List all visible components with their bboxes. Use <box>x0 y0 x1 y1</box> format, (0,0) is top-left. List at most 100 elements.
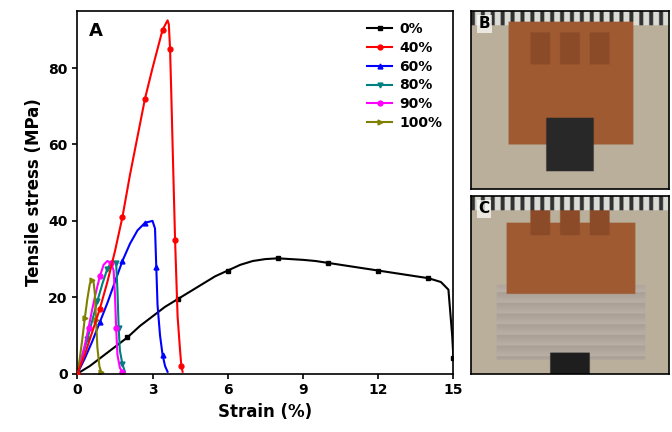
80% <box>88 318 96 323</box>
90% <box>73 371 81 376</box>
40% <box>88 329 96 334</box>
0% <box>249 258 257 264</box>
40% <box>81 352 89 357</box>
0% <box>86 363 94 368</box>
0% <box>324 260 332 266</box>
60% <box>153 302 161 308</box>
60% <box>88 339 96 344</box>
90% <box>116 365 124 371</box>
40% <box>153 46 161 51</box>
Y-axis label: Tensile stress (MPa): Tensile stress (MPa) <box>25 98 42 286</box>
40% <box>176 348 184 353</box>
60% <box>134 228 142 233</box>
40% <box>179 369 187 375</box>
80% <box>73 371 81 376</box>
0% <box>136 323 144 328</box>
40% <box>165 22 173 27</box>
0% <box>98 354 106 359</box>
40% <box>96 306 104 311</box>
80% <box>116 348 124 353</box>
80% <box>108 258 116 264</box>
40% <box>167 92 175 98</box>
100% <box>76 356 84 361</box>
90% <box>111 291 119 296</box>
90% <box>85 325 93 330</box>
90% <box>96 274 104 279</box>
40% <box>73 371 81 376</box>
90% <box>107 260 115 266</box>
60% <box>163 369 171 375</box>
0% <box>312 258 320 264</box>
60% <box>73 371 81 376</box>
0% <box>444 287 452 292</box>
0% <box>124 335 132 340</box>
40% <box>163 18 171 23</box>
Line: 40%: 40% <box>75 18 185 376</box>
60% <box>96 320 104 325</box>
60% <box>126 241 134 246</box>
40% <box>126 172 134 178</box>
0% <box>374 268 382 273</box>
100% <box>81 316 89 321</box>
60% <box>111 280 119 285</box>
0% <box>261 257 269 262</box>
100% <box>95 363 103 368</box>
0% <box>362 266 370 271</box>
60% <box>156 333 164 338</box>
0% <box>412 274 420 279</box>
100% <box>78 337 86 342</box>
90% <box>114 352 122 357</box>
0% <box>73 371 81 376</box>
80% <box>115 325 123 330</box>
0% <box>199 281 207 286</box>
90% <box>81 343 89 348</box>
80% <box>121 369 129 375</box>
40% <box>159 27 167 32</box>
Line: 0%: 0% <box>75 256 456 376</box>
X-axis label: Strain (%): Strain (%) <box>218 403 312 421</box>
60% <box>151 226 159 231</box>
0% <box>286 257 294 262</box>
0% <box>186 289 194 294</box>
60% <box>118 258 126 264</box>
Text: B: B <box>478 16 490 31</box>
0% <box>386 270 394 275</box>
0% <box>149 314 157 319</box>
60% <box>153 264 161 269</box>
Text: A: A <box>89 22 102 40</box>
40% <box>171 238 179 243</box>
0% <box>111 344 119 349</box>
60% <box>81 356 89 361</box>
60% <box>159 352 167 357</box>
40% <box>173 314 181 319</box>
40% <box>177 363 185 368</box>
80% <box>98 281 106 286</box>
0% <box>173 297 181 302</box>
0% <box>399 272 407 277</box>
60% <box>141 220 149 226</box>
Line: 60%: 60% <box>75 219 170 376</box>
0% <box>224 268 232 273</box>
100% <box>73 371 81 376</box>
40% <box>149 66 157 71</box>
80% <box>78 354 86 359</box>
80% <box>93 299 101 304</box>
90% <box>110 268 118 273</box>
90% <box>92 289 100 294</box>
80% <box>114 287 122 292</box>
40% <box>103 280 112 285</box>
100% <box>91 291 99 296</box>
100% <box>92 318 100 323</box>
Text: C: C <box>478 201 490 216</box>
100% <box>86 281 94 286</box>
90% <box>77 358 85 363</box>
90% <box>118 369 126 375</box>
100% <box>97 369 105 375</box>
0% <box>274 256 282 261</box>
Legend: 0%, 40%, 60%, 80%, 90%, 100%: 0%, 40%, 60%, 80%, 90%, 100% <box>363 18 446 134</box>
80% <box>83 337 91 342</box>
Line: 100%: 100% <box>75 278 103 376</box>
0% <box>450 356 458 361</box>
80% <box>112 260 120 266</box>
0% <box>437 280 445 285</box>
